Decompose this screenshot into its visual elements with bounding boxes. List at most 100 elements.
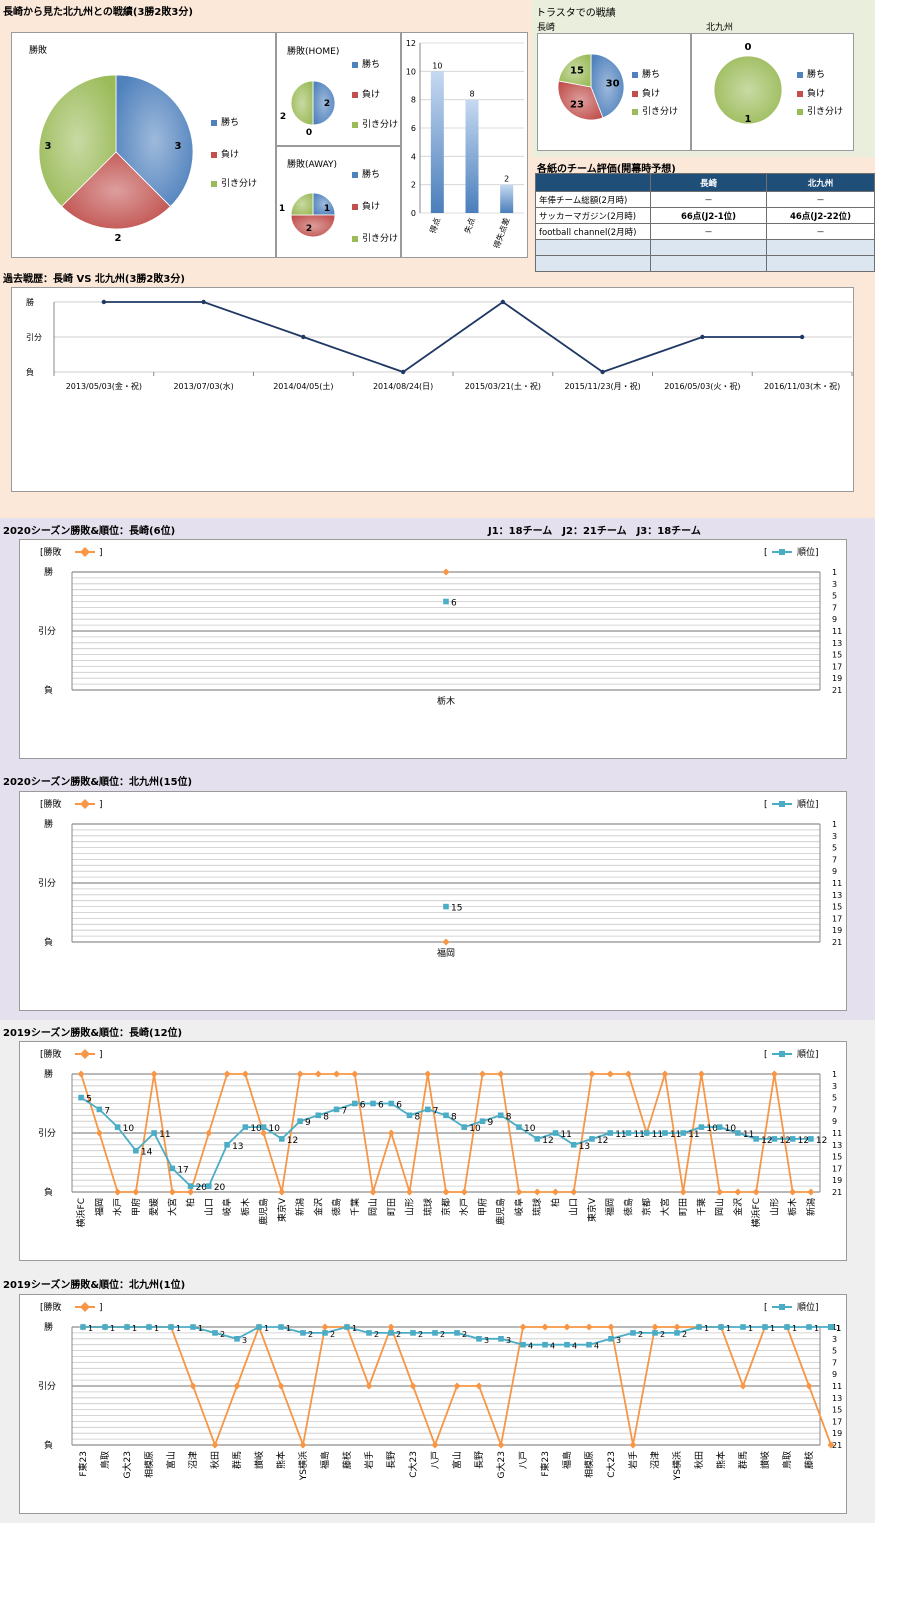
- result-point: [321, 1323, 329, 1331]
- x-tick-label: 岩手: [627, 1451, 639, 1469]
- draw-value-label: 1: [279, 204, 285, 214]
- rank-value-label: 2: [638, 1330, 643, 1339]
- x-tick-label: 鹿児島: [258, 1198, 270, 1225]
- result-tick-label: 負: [44, 1439, 53, 1451]
- x-tick-label: 熊本: [715, 1451, 727, 1469]
- result-point: [442, 568, 450, 576]
- x-tick-label: 2016/05/03(火・祝): [664, 381, 740, 391]
- eval-header-blank: [535, 173, 651, 192]
- rank-value-label: 1: [198, 1324, 203, 1333]
- draw-value-label: 2: [280, 112, 286, 122]
- legend-result-marker: [80, 799, 90, 809]
- rank-tick-label: 21: [832, 686, 842, 695]
- trasta-nagasaki-panel: 30 23 15 勝ち 負け 引き分け: [537, 33, 691, 151]
- rank-value-label: 3: [506, 1336, 511, 1345]
- legend-bracket-open: [: [764, 548, 768, 558]
- rank-value-label: 11: [159, 1130, 170, 1140]
- rank-value-label: 1: [132, 1324, 137, 1333]
- trasta-k-legend-win: 勝ち: [797, 67, 825, 80]
- rank-value-label: 12: [816, 1136, 827, 1146]
- trasta-k-draw-label: 引き分け: [807, 107, 844, 117]
- rank-value-label: 13: [232, 1142, 243, 1152]
- home-legend-draw: 引き分け: [352, 117, 398, 130]
- rank-value-label: 1: [836, 1324, 841, 1333]
- rank-tick-label: 9: [832, 1117, 837, 1126]
- result-point: [752, 1188, 760, 1196]
- result-point: [424, 1070, 432, 1078]
- rank-point: [443, 1112, 449, 1119]
- result-tick-label: 勝: [44, 818, 53, 830]
- x-tick-label: 讃岐: [759, 1451, 771, 1469]
- result-point: [296, 1070, 304, 1078]
- rank-value-label: 1: [286, 1324, 291, 1333]
- x-tick-label: 琉球: [422, 1198, 434, 1216]
- rank-point: [740, 1324, 746, 1330]
- rank-value-label: 2: [682, 1330, 687, 1339]
- rank-point: [443, 903, 449, 910]
- legend-result-label: [勝敗: [40, 546, 62, 558]
- rank-point: [771, 1136, 778, 1142]
- rank-tick-label: 7: [832, 855, 837, 864]
- y-tick-label: 4: [411, 152, 416, 161]
- result-point: [651, 1323, 659, 1331]
- away-legend-win: 勝ち: [352, 167, 380, 180]
- rank-point: [461, 1124, 468, 1130]
- table-row: サッカーマガジン(2月時) 66点(J2-1位) 46点(J2-22位): [535, 207, 875, 224]
- away-pie-panel: 勝敗(AWAY) 1 2 1 勝ち 負け 引き分け: [276, 146, 401, 258]
- rank-value-label: 11: [633, 1130, 644, 1140]
- x-tick-label: 沼津: [188, 1451, 199, 1469]
- legend-rank-marker: [779, 1304, 785, 1310]
- x-tick-label: 京都: [440, 1198, 452, 1216]
- rank-point: [190, 1324, 196, 1330]
- table-cell: [766, 255, 875, 272]
- legend-bracket-close: ]: [99, 800, 103, 810]
- rank-point: [662, 1130, 668, 1136]
- result-point: [241, 1070, 249, 1078]
- rank-value-label: 1: [154, 1324, 159, 1333]
- bar-value-label: 2: [504, 175, 509, 184]
- x-tick-label: YS横浜: [671, 1451, 683, 1481]
- rank-value-label: 11: [615, 1130, 626, 1140]
- x-tick-label: 岐阜: [221, 1198, 233, 1216]
- draw-swatch: [797, 108, 803, 115]
- rank-value-label: 17: [177, 1165, 188, 1175]
- result-point: [679, 1188, 687, 1196]
- table-row: football channel(2月時) － －: [535, 223, 875, 240]
- trasta-title: トラスタでの戦績: [536, 8, 616, 19]
- rank-point: [212, 1330, 218, 1336]
- rank-point: [388, 1100, 395, 1107]
- rank-tick-label: 3: [832, 580, 837, 589]
- result-point: [168, 1188, 176, 1196]
- rank-value-label: 15: [451, 904, 462, 914]
- x-tick-label: 福島: [561, 1451, 573, 1469]
- rank-tick-label: 5: [832, 844, 837, 853]
- legend-rank-label: 順位]: [797, 1048, 819, 1060]
- rank-value-label: 4: [550, 1342, 555, 1351]
- x-tick-label: 愛媛: [148, 1198, 160, 1216]
- x-tick-label: 大宮: [659, 1198, 671, 1216]
- away-pie-title: 勝敗(AWAY): [287, 160, 338, 170]
- result-point: [600, 369, 605, 375]
- trasta-nagasaki-label: 長崎: [537, 23, 556, 33]
- s2019-nagasaki-title: 2019シーズン勝敗&順位：長崎(12位): [3, 1028, 183, 1039]
- table-row: 年俸チーム総額(2月時) － －: [535, 191, 875, 208]
- rank-point: [146, 1324, 152, 1330]
- rank-value-label: 2: [220, 1330, 225, 1339]
- legend-bracket-open: [: [764, 1050, 768, 1060]
- result-point: [533, 1188, 541, 1196]
- rank-value-label: 20: [214, 1183, 226, 1193]
- result-tick-label: 負: [44, 936, 53, 948]
- result-tick-label: 勝: [44, 566, 53, 578]
- rank-value-label: 1: [814, 1324, 819, 1333]
- result-point: [77, 1070, 85, 1078]
- result-point: [563, 1323, 571, 1331]
- win-swatch: [211, 119, 217, 126]
- result-point: [365, 1382, 373, 1390]
- x-tick-label: 千葉: [349, 1198, 361, 1216]
- draw-swatch: [211, 180, 217, 187]
- x-tick-label: 藤枝: [341, 1451, 353, 1469]
- x-tick-label: 福岡: [437, 947, 455, 959]
- result-point: [799, 334, 805, 340]
- rank-value-label: 2: [440, 1330, 445, 1339]
